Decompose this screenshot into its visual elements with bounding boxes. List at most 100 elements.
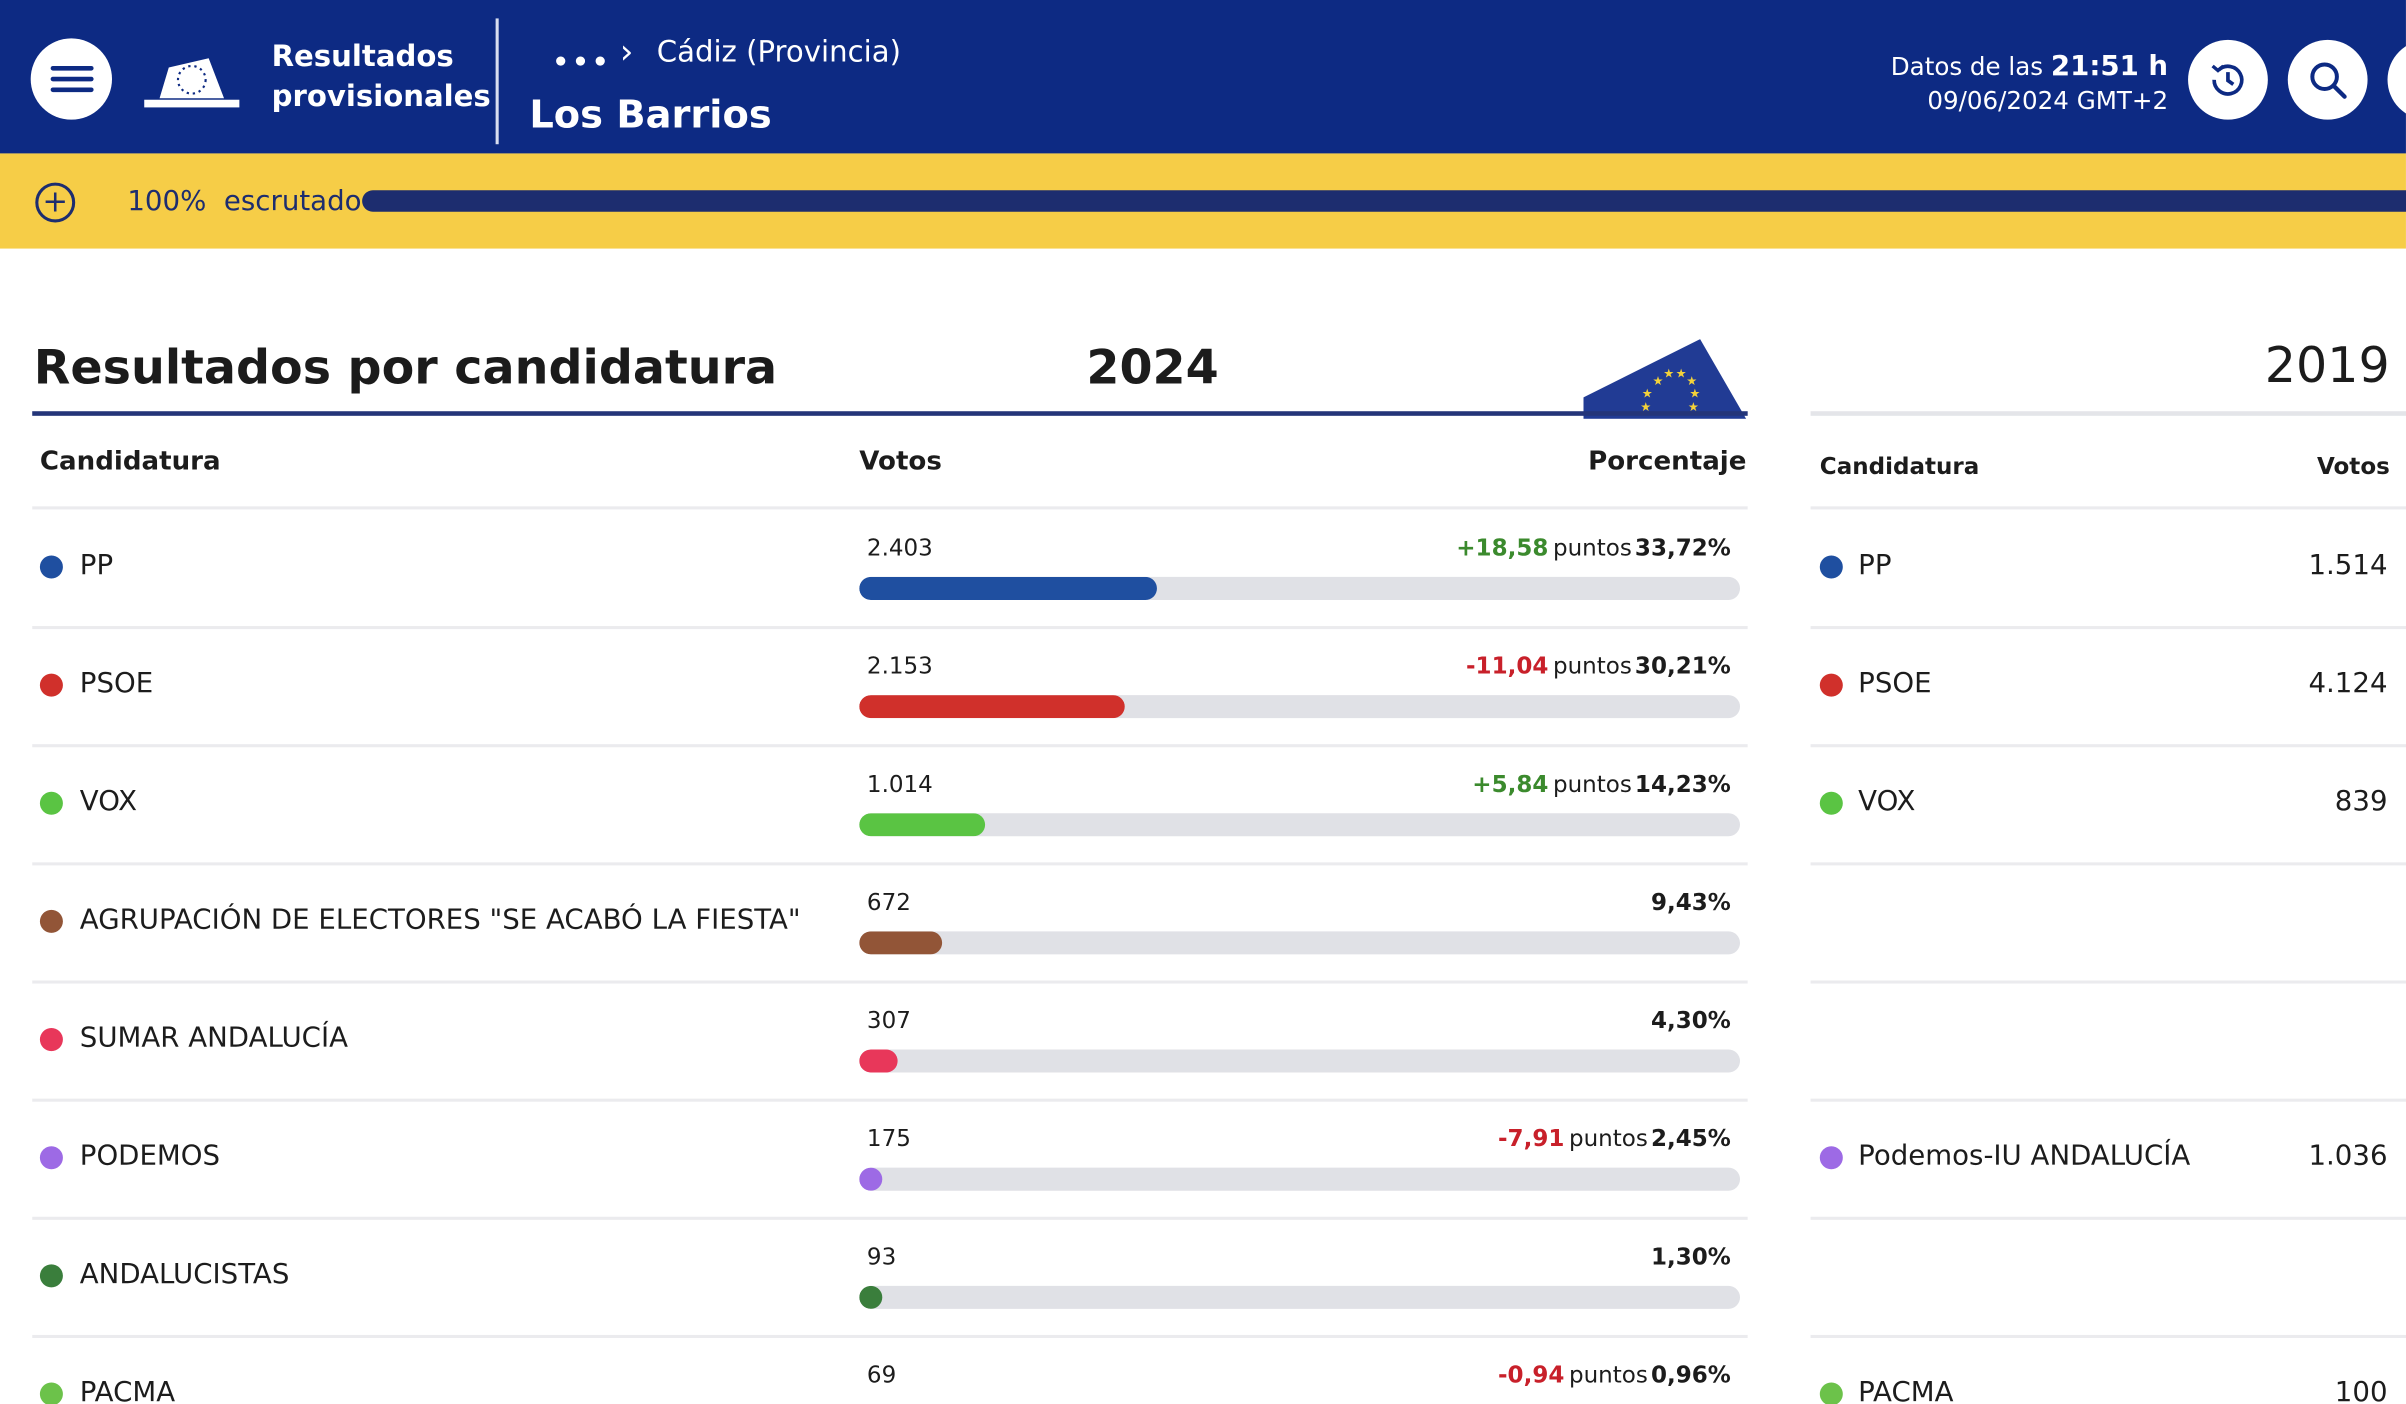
percentage-value: 2,45%: [1650, 1124, 1731, 1153]
table-row[interactable]: AGRUPACIÓN DE ELECTORES "SE ACABÓ LA FIE…: [0, 864, 2406, 982]
party-name: PODEMOS: [79, 1140, 221, 1173]
vote-share-fill: [859, 813, 986, 837]
row-divider: [32, 1216, 1748, 1220]
party-votes: 672: [866, 888, 911, 917]
party-color-dot: [39, 791, 63, 815]
year-current: 2024: [1086, 340, 1219, 396]
table-row[interactable]: VOX 1.014 +5,84 puntos 14,23% VOX 839: [0, 746, 2406, 864]
party-votes: 2.153: [866, 652, 933, 680]
party-color-dot: [39, 1146, 63, 1170]
change-points: +18,58: [1456, 533, 1549, 562]
party-votes-prev: 100: [2334, 1376, 2388, 1404]
menu-icon-bar: [50, 76, 94, 82]
party-votes: 1.014: [866, 770, 933, 798]
party-color-dot: [39, 555, 63, 579]
scrutiny-label: escrutado: [223, 185, 362, 218]
brand-title: Resultados provisionales: [271, 39, 491, 114]
row-divider: [32, 744, 1748, 748]
party-percentage: 4,30%: [1651, 1007, 1731, 1035]
party-votes-prev: 4.124: [2308, 667, 2388, 700]
table-row[interactable]: ANDALUCISTAS 93 1,30%: [0, 1218, 2406, 1336]
header-divider-line: [32, 506, 1748, 510]
party-percentage: +18,58 puntos 33,72%: [1456, 534, 1731, 562]
party-percentage: -7,91 puntos 2,45%: [1498, 1125, 1731, 1153]
party-color-dot: [39, 673, 63, 697]
vote-share-fill: [859, 576, 1157, 600]
party-color-dot: [39, 909, 63, 933]
ballot-box-logo-icon[interactable]: [141, 52, 242, 110]
percentage-value: 33,72%: [1634, 533, 1731, 562]
history-icon: [2211, 64, 2244, 96]
points-word: puntos: [1552, 652, 1632, 680]
row-divider: [32, 1098, 1748, 1102]
row-divider-prev: [1810, 1098, 2406, 1102]
party-votes-prev: 1.036: [2308, 1140, 2388, 1173]
party-name: AGRUPACIÓN DE ELECTORES "SE ACABÓ LA FIE…: [79, 903, 801, 936]
table-row[interactable]: PSOE 2.153 -11,04 puntos 30,21% PSOE 4.124: [0, 628, 2406, 746]
data-prefix: Datos de las: [1890, 52, 2044, 82]
party-votes: 175: [866, 1124, 911, 1153]
scrutiny-percent: 100%: [127, 185, 207, 218]
party-percentage: -11,04 puntos 30,21%: [1466, 652, 1731, 680]
table-row[interactable]: PODEMOS 175 -7,91 puntos 2,45% Podemos-IU AND…: [0, 1100, 2406, 1218]
percentage-value: 14,23%: [1634, 770, 1731, 798]
change-points: -7,91: [1498, 1124, 1565, 1153]
percentage-value: 1,30%: [1650, 1242, 1731, 1271]
column-header-votos-prev: Votos: [2316, 452, 2390, 481]
search-button[interactable]: [2287, 39, 2368, 120]
scrutiny-bar: + 100% escrutado: [0, 153, 2406, 249]
eu-flag-icon: ★★ ★ ★★★ ★★: [1583, 339, 1747, 419]
menu-button[interactable]: [30, 38, 113, 120]
party-votes: 69: [866, 1361, 897, 1389]
change-points: -0,94: [1498, 1361, 1565, 1389]
party-votes: 2.403: [866, 533, 933, 562]
header-divider-line-prev: [1810, 506, 2406, 510]
row-divider-prev: [1810, 862, 2406, 866]
svg-text:★: ★: [1689, 386, 1700, 400]
vote-share-bar: [859, 1285, 1741, 1309]
party-name: ANDALUCISTAS: [79, 1258, 290, 1291]
history-button[interactable]: [2188, 39, 2268, 120]
points-word: puntos: [1552, 533, 1632, 562]
year-previous: 2019: [2264, 336, 2390, 395]
column-header-candidatura: Candidatura: [39, 446, 221, 478]
row-divider: [32, 980, 1748, 984]
page-title: Los Barrios: [529, 92, 772, 137]
svg-text:★: ★: [1640, 400, 1651, 414]
points-word: puntos: [1568, 1124, 1648, 1153]
vote-share-fill: [859, 695, 1125, 719]
party-name: SUMAR ANDALUCÍA: [79, 1021, 349, 1055]
header-divider: [495, 18, 499, 145]
section-title: Resultados por candidatura: [33, 340, 778, 396]
table-row[interactable]: PACMA 69 -0,94 puntos 0,96% PACMA 100: [0, 1336, 2406, 1404]
party-name-prev: PSOE: [1858, 667, 1932, 700]
menu-icon-bar: [50, 87, 94, 93]
svg-text:★: ★: [1676, 366, 1687, 380]
section-underline: [32, 411, 1748, 416]
svg-text:★: ★: [1653, 374, 1664, 388]
search-icon: [2310, 62, 2347, 99]
breadcrumb-parent-link[interactable]: Cádiz (Provincia): [656, 35, 901, 70]
percentage-value: 0,96%: [1650, 1361, 1731, 1389]
party-percentage: -0,94 puntos 0,96%: [1498, 1361, 1731, 1389]
party-votes-prev: 1.514: [2308, 549, 2388, 582]
menu-icon-bar: [50, 65, 94, 71]
table-row[interactable]: PP 2.403 +18,58 puntos 33,72% PP 1.514: [0, 509, 2406, 627]
svg-text:★: ★: [1688, 400, 1699, 414]
vote-share-fill: [859, 931, 943, 955]
extra-header-button[interactable]: [2387, 39, 2406, 120]
party-name: PSOE: [79, 667, 154, 700]
breadcrumb-more-button[interactable]: •••: [552, 47, 612, 79]
change-points: -11,04: [1465, 652, 1549, 680]
vote-share-bar: [859, 576, 1741, 600]
expand-plus-icon[interactable]: +: [35, 182, 76, 223]
party-name-prev: PP: [1858, 549, 1892, 582]
party-name: VOX: [79, 785, 138, 818]
table-row[interactable]: SUMAR ANDALUCÍA 307 4,30%: [0, 982, 2406, 1100]
data-timestamp: Datos de las 21:51 h 09/06/2024 GMT+2: [1857, 51, 2168, 119]
top-header: Resultados provisionales ••• › Cádiz (Pr…: [0, 0, 2406, 154]
points-word: puntos: [1568, 1361, 1648, 1389]
party-name: PACMA: [79, 1376, 176, 1404]
vote-share-bar: [859, 813, 1741, 837]
row-divider-prev: [1810, 744, 2406, 748]
